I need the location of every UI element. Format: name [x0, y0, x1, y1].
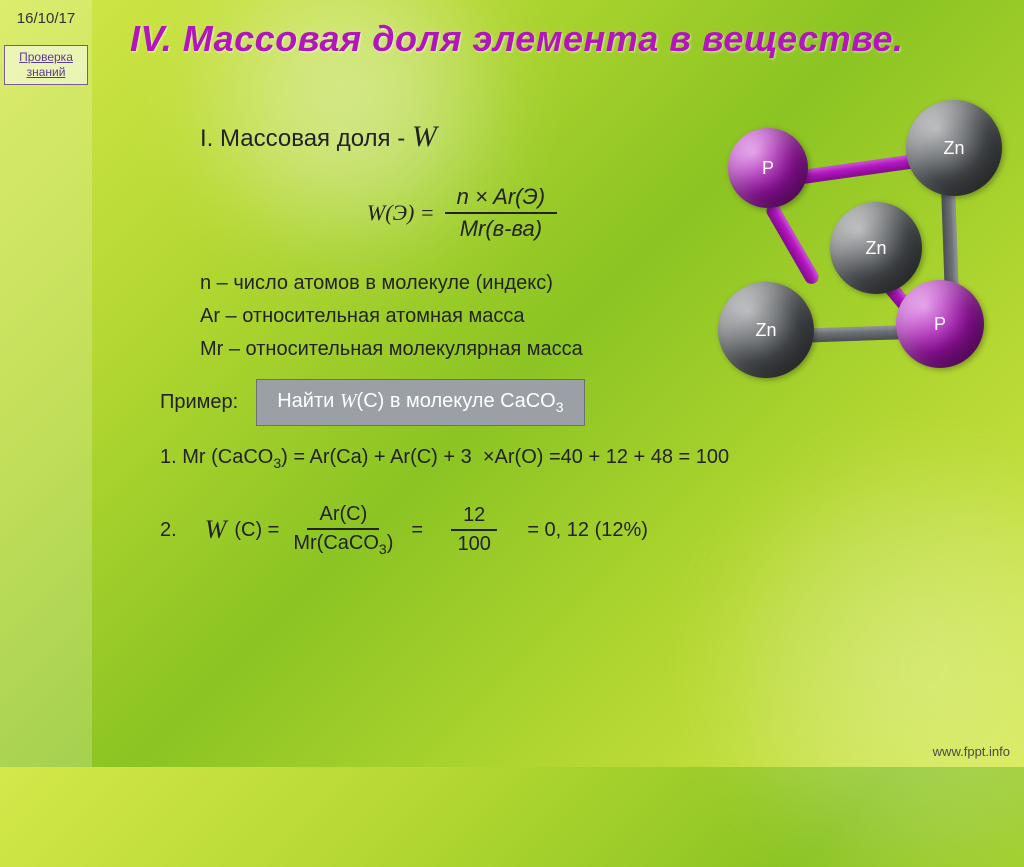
- slide-title: IV. Массовая доля элемента в веществе.: [130, 18, 994, 60]
- formula-fraction: n × Ar(Э) Mr(в-ва): [445, 184, 557, 242]
- footer-url: www.fppt.info: [933, 744, 1010, 759]
- calc1-rest: ) = Ar(Ca) + Ar(C) + 3 ×Ar(O) =40 + 12 +…: [281, 446, 729, 468]
- example-box-suffix: (C) в молекуле CaCO: [357, 390, 556, 412]
- calc2-frac1-bot-pre: Mr(CaCO: [293, 532, 379, 554]
- link-line2: знаний: [27, 65, 66, 79]
- molecule-atom: Zn: [718, 282, 814, 378]
- calc2-frac1-bot-post: ): [387, 532, 394, 554]
- calc2-w: W: [205, 515, 227, 545]
- calc1-sub: 3: [273, 455, 281, 471]
- calc2-num: 2.: [160, 519, 177, 542]
- calc2-frac2: 12 100: [451, 504, 497, 556]
- calc2-frac2-top: 12: [451, 504, 497, 531]
- calc2-tail: = 0, 12 (12%): [527, 519, 648, 542]
- formula-top: n × Ar(Э): [445, 184, 557, 214]
- calc-line-1: 1. Mr (CaCO3) = Ar(Ca) + Ar(C) + 3 ×Ar(O…: [160, 446, 994, 471]
- calc2-w-arg: (C) =: [234, 519, 279, 542]
- calc2-eq1: =: [411, 519, 423, 542]
- calc1-prefix: 1. Mr (CaCO: [160, 446, 273, 468]
- section-head-prefix: I. Массовая доля -: [200, 125, 412, 152]
- calc-line-2: 2. W (C) = Ar(C) Mr(CaCO3) = 12 100 = 0,…: [160, 503, 994, 557]
- calc2-frac1: Ar(C) Mr(CaCO3): [293, 503, 393, 557]
- example-label: Пример:: [160, 391, 238, 414]
- example-box-sub: 3: [556, 399, 564, 415]
- formula-bot: Mr(в-ва): [460, 214, 542, 242]
- link-line1: Проверка: [19, 50, 73, 64]
- calc2-frac2-bot: 100: [458, 531, 491, 556]
- molecule-diagram: PZnZnZnP: [710, 100, 1010, 390]
- molecule-atom: P: [896, 280, 984, 368]
- sidebar: 16/10/17 Проверка знаний: [0, 0, 92, 767]
- check-knowledge-link[interactable]: Проверка знаний: [4, 45, 88, 85]
- calc2-frac1-bot: Mr(CaCO3): [293, 530, 393, 557]
- w-symbol: W: [412, 120, 437, 153]
- calc2-frac1-top: Ar(C): [307, 503, 379, 530]
- calc2-frac1-bot-sub: 3: [379, 541, 387, 557]
- example-box: Найти W(C) в молекуле CaCO3: [256, 379, 584, 426]
- molecule-atom: Zn: [906, 100, 1002, 196]
- formula-lhs: W(Э) =: [367, 200, 435, 226]
- example-w: W: [340, 390, 357, 412]
- molecule-bond: [764, 202, 821, 287]
- molecule-atom: Zn: [830, 202, 922, 294]
- example-box-prefix: Найти: [277, 390, 340, 412]
- molecule-atom: P: [728, 128, 808, 208]
- slide-date: 16/10/17: [4, 10, 88, 27]
